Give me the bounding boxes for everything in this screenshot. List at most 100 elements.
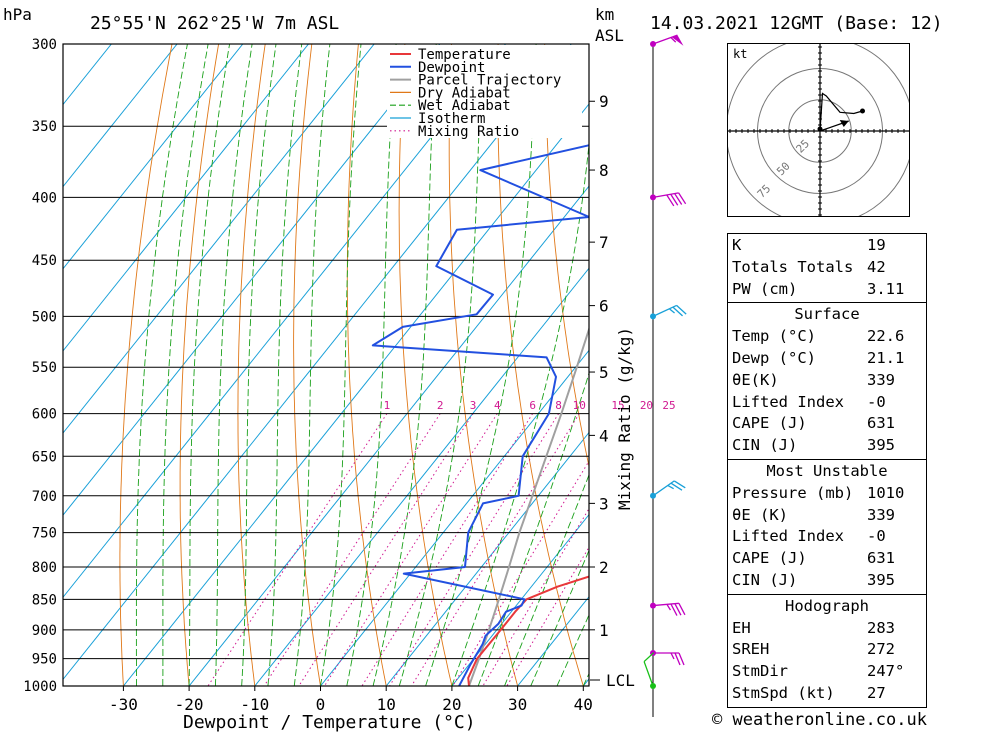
surface-li-label: Lifted Index: [732, 392, 844, 411]
wet-adiabat-line: [530, 549, 589, 686]
stmdir-label: StmDir: [732, 662, 788, 681]
wind-barb: [652, 34, 684, 46]
legend-item: Mixing Ratio: [418, 124, 519, 140]
mu-cape-label: CAPE (J): [732, 549, 807, 568]
surface-cin-label: CIN (J): [732, 436, 798, 455]
surface-temp-label: Temp (°C): [732, 327, 816, 346]
sreh-row: SREH 272: [728, 639, 926, 661]
pressure-tick-label: 350: [32, 119, 57, 135]
wet-adiabat-line: [293, 44, 331, 686]
isotherm-line: [63, 44, 309, 352]
mu-cin-row: CIN (J) 395: [728, 570, 926, 592]
pressure-tick-label: 550: [32, 360, 57, 376]
isotherm-line: [188, 185, 589, 686]
wind-barb-flag: [670, 482, 683, 491]
surface-temp-value: 22.6: [867, 327, 905, 346]
mixing-ratio-label: 25: [662, 399, 675, 412]
wind-barb: [652, 602, 686, 616]
mixing-ratio-label: 15: [611, 399, 624, 412]
legend-item: Dry Adiabat: [418, 85, 511, 101]
wet-adiabat-line: [135, 44, 188, 686]
km-tick-label: 5: [599, 363, 609, 382]
mu-cin-label: CIN (J): [732, 570, 798, 589]
stmdir-row: StmDir 247°: [728, 661, 926, 683]
surface-dewp-row: Dewp (°C) 21.1: [728, 348, 926, 370]
wind-barb-flag: [670, 603, 678, 616]
hodo-ring-label: 25: [794, 137, 813, 156]
isotherm-line: [63, 44, 441, 516]
dry-adiabat-line: [119, 44, 173, 686]
km-label: km: [595, 5, 614, 24]
wind-barb-flag: [674, 652, 681, 666]
sreh-value: 272: [867, 640, 895, 659]
temp-tick-label: -30: [109, 695, 138, 714]
km-tick-label: 3: [599, 494, 609, 513]
wind-barb-flag: [678, 192, 687, 205]
hpa-label: hPa: [3, 5, 32, 24]
wet-adiabat-line: [556, 613, 589, 686]
wind-barb-halfflag: [667, 484, 674, 490]
stmspd-value: 27: [867, 683, 886, 702]
wind-barb-flag: [672, 306, 683, 317]
mu-li-label: Lifted Index: [732, 527, 844, 546]
km-tick-label: 9: [599, 92, 609, 111]
wet-adiabat-line: [451, 140, 589, 686]
dry-adiabat-line: [179, 44, 220, 686]
eh-value: 283: [867, 618, 895, 637]
hodo-end-dot: [860, 108, 865, 114]
stmdir-value: 247°: [867, 662, 905, 681]
wet-adiabat-line: [214, 44, 253, 686]
mu-theta-label: θE (K): [732, 505, 788, 524]
hodograph: 25 50 75 kt: [725, 36, 915, 226]
mixing-ratio-axis-title: Mixing Ratio (g/kg): [615, 327, 634, 510]
wind-barb-pennant: [671, 35, 684, 46]
wind-barb: [652, 480, 686, 497]
isotherm-line: [63, 44, 244, 270]
wind-barb: [652, 304, 687, 317]
dry-adiabat-line: [237, 44, 266, 686]
wind-barb-staff: [643, 661, 654, 687]
mu-cape-row: CAPE (J) 631: [728, 548, 926, 570]
pw-row: PW (cm) 3.11: [728, 279, 926, 301]
temp-tick-label: 0: [316, 695, 326, 714]
wind-barb: [652, 192, 687, 207]
k-label: K: [732, 236, 742, 254]
hodo-ring-label: 50: [774, 160, 793, 179]
isotherm-line: [63, 44, 572, 681]
surface-box: Surface Temp (°C) 22.6 Dewp (°C) 21.1 θE(K…: [727, 302, 927, 460]
pressure-tick-label: 950: [32, 652, 57, 668]
mixing-ratio-line: [263, 413, 441, 686]
temp-tick-label: -10: [240, 695, 269, 714]
isotherm-line: [63, 44, 375, 434]
surface-cape-value: 631: [867, 414, 895, 433]
wind-barb-dot: [650, 194, 656, 201]
wet-adiabat-line: [504, 473, 589, 686]
surface-cape-label: CAPE (J): [732, 414, 807, 433]
surface-theta-value: 339: [867, 370, 895, 389]
wind-barb-halfflag: [666, 604, 672, 611]
dewpoint-line: [371, 144, 589, 686]
pressure-tick-label: 300: [32, 37, 57, 53]
hodograph-box: Hodograph EH 283 SREH 272 StmDir 247° StmSp…: [727, 593, 927, 708]
wet-adiabat-line: [188, 44, 231, 686]
surface-dewp-label: Dewp (°C): [732, 348, 816, 367]
mu-pres-value: 1010: [867, 483, 905, 502]
asl-label: ASL: [595, 26, 624, 45]
tt-value: 42: [867, 257, 886, 276]
mixing-ratio-line: [324, 413, 498, 686]
wind-barb-staff: [652, 34, 678, 45]
stmspd-row: StmSpd (kt) 27: [728, 683, 926, 705]
x-axis-title: Dewpoint / Temperature (°C): [183, 712, 476, 733]
mixing-ratio-line: [452, 460, 589, 686]
wind-barb-flag: [676, 304, 687, 315]
wind-barb-flag: [673, 480, 686, 489]
km-tick-label: 2: [599, 558, 609, 577]
wind-barb: [653, 652, 685, 666]
isotherm-line: [385, 431, 589, 686]
legend-item: Dewpoint: [418, 60, 485, 76]
mixing-ratio-label: 4: [494, 399, 501, 412]
wind-barb-flag: [674, 603, 682, 616]
pressure-tick-label: 400: [32, 190, 57, 206]
legend-item: Isotherm: [418, 111, 485, 127]
